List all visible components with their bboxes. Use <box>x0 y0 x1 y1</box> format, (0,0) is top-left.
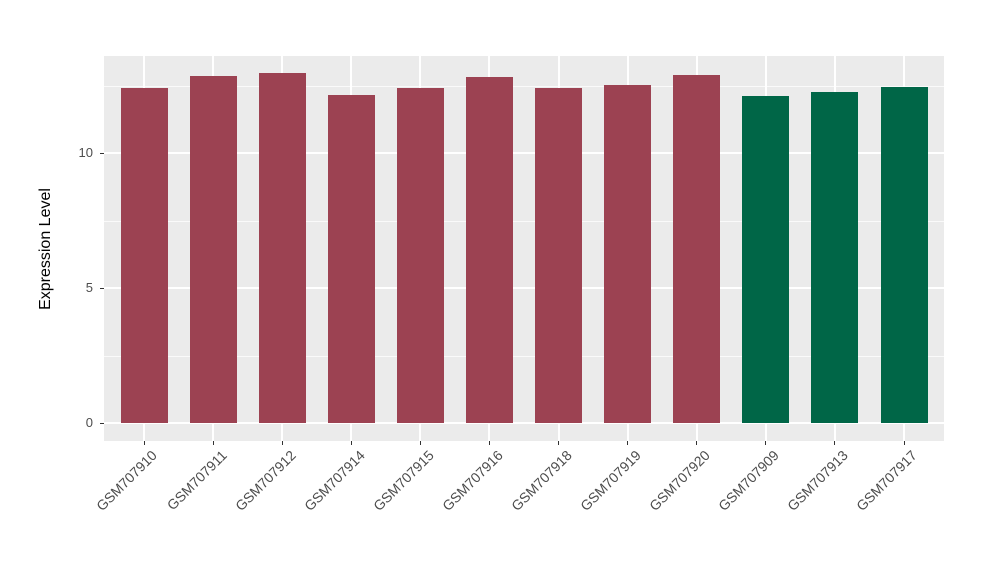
bar <box>742 95 790 423</box>
x-tick-mark <box>903 441 905 445</box>
x-tick-mark <box>281 441 283 445</box>
y-tick-label: 5 <box>85 280 93 295</box>
x-tick-label: GSM707916 <box>438 447 506 514</box>
y-tick-mark <box>100 152 104 154</box>
x-tick-label: GSM707910 <box>93 447 161 514</box>
x-tick-mark <box>696 441 698 445</box>
x-tick-mark <box>627 441 629 445</box>
x-tick-label: GSM707909 <box>715 447 783 514</box>
y-tick-label: 10 <box>78 145 93 160</box>
x-tick-label: GSM707919 <box>577 447 644 514</box>
x-tick-label: GSM707912 <box>231 447 299 514</box>
plot-panel <box>104 56 944 441</box>
bar <box>604 84 652 423</box>
y-gridline-major <box>104 152 944 154</box>
y-axis-title: Expression Level <box>34 56 58 441</box>
bar <box>189 76 237 423</box>
x-tick-label: GSM707913 <box>784 447 852 514</box>
x-tick-mark <box>834 441 836 445</box>
y-gridline-major <box>104 287 944 289</box>
bar <box>811 92 859 423</box>
y-tick-mark <box>100 287 104 289</box>
x-tick-label: GSM707920 <box>646 447 714 514</box>
bar <box>535 87 583 423</box>
x-tick-label: GSM707915 <box>369 447 437 514</box>
x-tick-mark <box>558 441 560 445</box>
x-tick-label: GSM707911 <box>163 447 230 514</box>
y-gridline-minor <box>104 85 944 87</box>
bar <box>327 94 375 423</box>
y-gridline-minor <box>104 355 944 357</box>
x-tick-label: GSM707914 <box>300 447 368 514</box>
x-tick-mark <box>419 441 421 445</box>
bar <box>396 88 444 423</box>
y-gridline-minor <box>104 220 944 222</box>
bar <box>465 77 513 423</box>
bar <box>258 73 306 423</box>
x-tick-mark <box>212 441 214 445</box>
x-tick-mark <box>765 441 767 445</box>
x-tick-label: GSM707917 <box>853 447 921 514</box>
bar <box>120 88 168 423</box>
x-tick-mark <box>488 441 490 445</box>
y-tick-mark <box>100 422 104 424</box>
y-gridline-major <box>104 422 944 424</box>
x-tick-mark <box>350 441 352 445</box>
x-tick-mark <box>143 441 145 445</box>
bar <box>880 86 928 423</box>
x-tick-label: GSM707918 <box>507 447 575 514</box>
y-tick-label: 0 <box>85 415 93 430</box>
bar <box>673 75 721 423</box>
